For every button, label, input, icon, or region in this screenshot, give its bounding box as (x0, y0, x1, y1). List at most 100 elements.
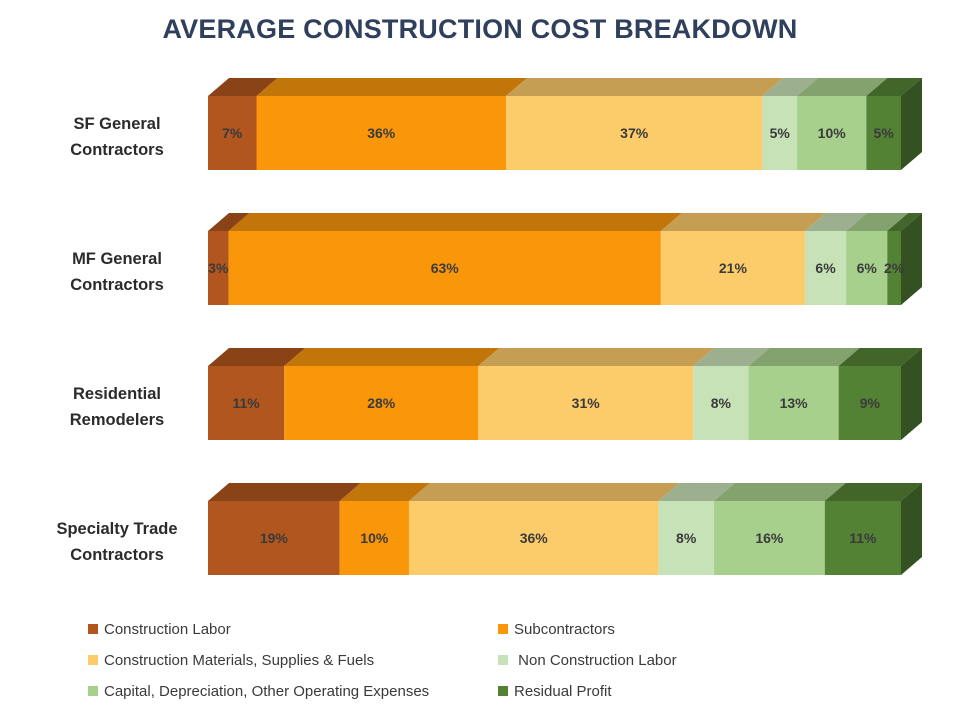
data-label: 8% (676, 530, 697, 546)
legend-item: Non Construction Labor (498, 649, 908, 671)
category-label: MF General (72, 250, 162, 268)
legend-swatch (88, 624, 98, 634)
chart-plot: 7% 36% 37% 5% 10% 5% SF General Contractors 3% 63… (56, 78, 922, 575)
bar-top-face (846, 213, 909, 231)
bar-segment (797, 96, 867, 170)
data-label: 21% (719, 260, 748, 276)
bar-segment (824, 501, 901, 575)
bar-side-face (901, 78, 922, 170)
data-label: 36% (367, 125, 396, 141)
bar-segment (478, 366, 694, 440)
bar-segment (408, 501, 659, 575)
bar-top-face (838, 348, 922, 366)
data-label: 16% (755, 530, 784, 546)
bar-top-face (762, 78, 819, 96)
bar-top-face (208, 78, 278, 96)
bar-segment (256, 96, 506, 170)
category-label: SF General (73, 115, 160, 133)
bar-segment (208, 501, 340, 575)
bar-segment (887, 231, 901, 305)
bar-side-face (901, 483, 922, 575)
bar-segment (284, 366, 479, 440)
bar-top-face (658, 483, 735, 501)
legend-item: Residual Profit (498, 680, 908, 702)
category-label: Contractors (70, 141, 164, 159)
bar-segment (693, 366, 749, 440)
bar-segment (208, 96, 257, 170)
bar-top-face (505, 78, 784, 96)
legend-item: Construction Labor (88, 618, 498, 640)
bar-segment (228, 231, 661, 305)
data-label: 9% (860, 395, 881, 411)
bar-side-face (901, 213, 922, 305)
data-label: 5% (874, 125, 895, 141)
bar-top-face (797, 78, 888, 96)
bar-top-face (228, 213, 682, 231)
legend-item: Subcontractors (498, 618, 908, 640)
data-label: 36% (520, 530, 549, 546)
bar-segment (748, 366, 839, 440)
bar-top-face (713, 483, 846, 501)
legend-swatch (498, 624, 508, 634)
category-label: Contractors (70, 276, 164, 294)
bar-top-face (208, 483, 361, 501)
bar-top-face (804, 213, 868, 231)
category-label: Residential (73, 385, 161, 403)
bar-segment (804, 231, 847, 305)
data-label: 8% (711, 395, 732, 411)
bar-side-face (901, 348, 922, 440)
data-label: 37% (620, 125, 649, 141)
legend-swatch (88, 686, 98, 696)
category-label: Remodelers (70, 411, 164, 429)
data-label: 10% (818, 125, 847, 141)
legend-label: Subcontractors (514, 620, 615, 638)
bar-segment (866, 96, 901, 170)
data-label: 31% (572, 395, 601, 411)
bar-top-face (208, 213, 250, 231)
data-label: 11% (849, 530, 877, 546)
chart-title: AVERAGE CONSTRUCTION COST BREAKDOWN (162, 14, 798, 44)
bar-top-face (748, 348, 860, 366)
legend-label: Construction Materials, Supplies & Fuels (104, 651, 375, 669)
bar-top-face (693, 348, 770, 366)
data-label: 19% (260, 530, 289, 546)
bar-segment (846, 231, 888, 305)
bar-segment (505, 96, 763, 170)
bar-segment (660, 231, 805, 305)
legend-swatch (498, 655, 508, 665)
legend-item: Capital, Depreciation, Other Operating E… (88, 680, 498, 702)
data-label: 63% (431, 260, 460, 276)
data-label: 6% (857, 260, 878, 276)
bar-top-face (284, 348, 500, 366)
bar-top-face (887, 213, 922, 231)
data-label: 28% (367, 395, 396, 411)
legend-swatch (498, 686, 508, 696)
data-label: 11% (232, 395, 260, 411)
legend-swatch (88, 655, 98, 665)
bar-top-face (478, 348, 715, 366)
legend-label: Construction Labor (104, 620, 231, 638)
data-label: 6% (815, 260, 836, 276)
data-label: 2% (884, 260, 905, 276)
bar-top-face (866, 78, 922, 96)
legend-label: Non Construction Labor (514, 651, 677, 669)
bar-segment (339, 501, 409, 575)
legend-label: Residual Profit (514, 682, 612, 700)
data-label: 7% (222, 125, 243, 141)
bar-segment (762, 96, 798, 170)
bar-segment (208, 366, 285, 440)
bar-top-face (660, 213, 826, 231)
legend-label: Capital, Depreciation, Other Operating E… (104, 682, 430, 700)
data-label: 10% (360, 530, 389, 546)
category-label: Specialty Trade (56, 520, 177, 538)
category-label: Contractors (70, 546, 164, 564)
bar-segment (713, 501, 825, 575)
data-label: 3% (208, 260, 229, 276)
bar-top-face (256, 78, 527, 96)
bar-segment (658, 501, 714, 575)
bar-top-face (408, 483, 680, 501)
data-label: 5% (770, 125, 791, 141)
bar-segment (208, 231, 229, 305)
bar-top-face (208, 348, 306, 366)
bar-top-face (339, 483, 430, 501)
